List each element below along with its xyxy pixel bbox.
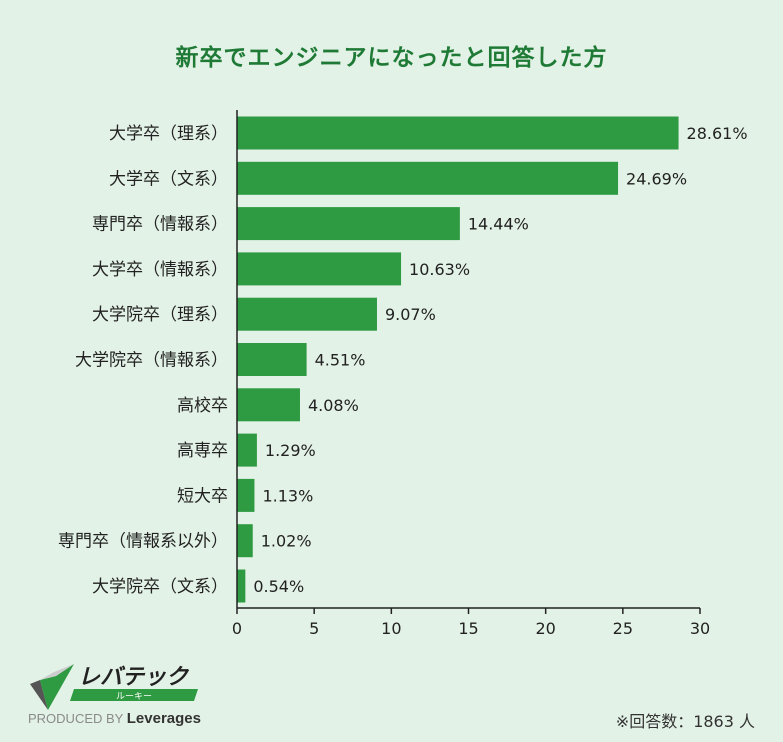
data-label: 9.07% xyxy=(385,305,436,324)
bar xyxy=(237,116,679,150)
category-label: 大学院卒（文系） xyxy=(92,577,228,597)
data-label: 10.63% xyxy=(409,260,470,279)
bar xyxy=(237,388,300,422)
logo-band xyxy=(70,689,198,701)
bar xyxy=(237,569,246,603)
bar xyxy=(237,252,402,286)
chart-title: 新卒でエンジニアになったと回答した方 xyxy=(175,45,608,71)
category-label: 大学院卒（情報系） xyxy=(75,351,228,371)
data-label: 1.29% xyxy=(265,441,316,460)
category-label: 大学院卒（理系） xyxy=(92,305,228,325)
data-label: 14.44% xyxy=(468,215,529,234)
bar xyxy=(237,524,253,558)
x-tick-label: 20 xyxy=(535,619,555,638)
logo-sub: ルーキー xyxy=(116,692,152,702)
data-label: 4.51% xyxy=(315,351,366,370)
category-label: 大学卒（理系） xyxy=(109,124,228,144)
category-label: 高専卒 xyxy=(177,441,228,461)
data-label: 1.02% xyxy=(261,532,312,551)
category-label: 専門卒（情報系以外） xyxy=(58,532,228,552)
x-tick-label: 0 xyxy=(232,619,242,638)
data-label: 28.61% xyxy=(687,124,748,143)
produced-by: PRODUCED BY Leverages xyxy=(28,710,201,727)
x-tick-label: 25 xyxy=(613,619,633,638)
logo-check-light xyxy=(40,664,74,680)
category-label: 短大卒 xyxy=(177,486,228,506)
data-label: 4.08% xyxy=(308,396,359,415)
logo-check-green xyxy=(40,664,74,710)
data-label: 0.54% xyxy=(253,577,304,596)
category-label: 大学卒（文系） xyxy=(109,169,228,189)
category-label: 大学卒（情報系） xyxy=(92,260,228,280)
bar xyxy=(237,207,460,241)
category-label: 高校卒 xyxy=(177,396,228,416)
logo-brand: レバテック xyxy=(78,665,190,690)
bar-chart: 大学卒（理系） 28.61% 大学卒（文系） 24.69% 専門卒（情報系） 14.44%… xyxy=(58,110,748,638)
bar xyxy=(237,297,377,331)
x-tick-label: 10 xyxy=(381,619,401,638)
data-label: 1.13% xyxy=(262,486,313,505)
x-tick-label: 30 xyxy=(690,619,710,638)
levtech-rookie-logo: レバテック ルーキー xyxy=(30,664,198,710)
produced-by-label: PRODUCED BY xyxy=(28,711,124,726)
x-tick-label: 5 xyxy=(309,619,319,638)
logo-check-dark xyxy=(30,680,48,710)
bar xyxy=(237,343,307,376)
bar xyxy=(237,433,257,467)
category-label: 専門卒（情報系） xyxy=(92,215,228,235)
company-name: Leverages xyxy=(126,710,201,727)
bar xyxy=(237,478,255,512)
x-tick-label: 15 xyxy=(458,619,478,638)
data-label: 24.69% xyxy=(626,169,687,188)
respondent-count-note: ※回答数：1863 人 xyxy=(615,712,755,731)
bar xyxy=(237,161,619,195)
